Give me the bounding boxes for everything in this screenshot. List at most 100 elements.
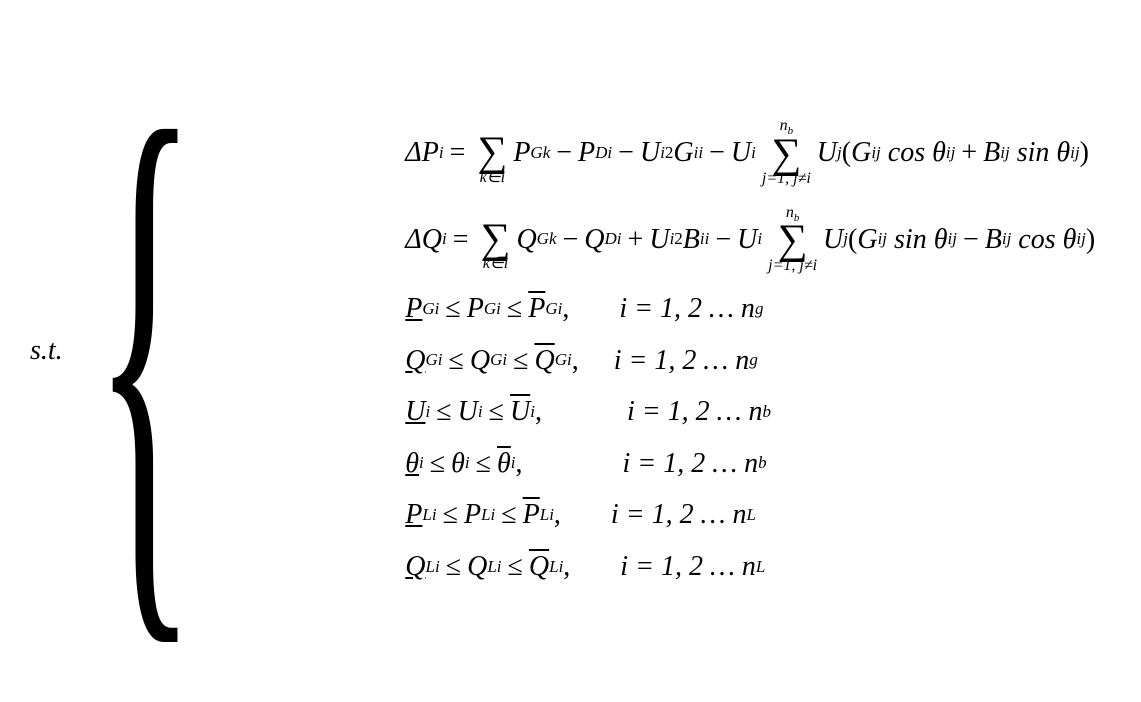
range: i = 1, 2 … n (623, 447, 759, 481)
leq: ≤ (436, 395, 451, 429)
sub: Li (540, 505, 554, 525)
sum-block-2: nb ∑ j=1, j≠i (768, 205, 817, 274)
minus: − (563, 223, 579, 257)
theta: θ (1056, 136, 1070, 170)
var-g: G (851, 136, 871, 170)
equals: = (450, 136, 466, 170)
sub: i (465, 453, 470, 473)
sub: L (747, 505, 756, 525)
sigma: ∑ (480, 223, 510, 257)
lower-bound: Q (405, 344, 425, 378)
sub: i (419, 453, 424, 473)
sub: Gi (426, 350, 443, 370)
sub-di: Di (595, 143, 612, 163)
sub: Li (426, 557, 440, 577)
plus: + (961, 136, 977, 170)
equation-container: s.t. { ΔPi = ∑ k∈i PGk − PDi − Ui2 Gii −… (30, 20, 1111, 682)
upper-bound: Q (535, 344, 555, 378)
upper-bound: U (510, 395, 530, 429)
sub-i: i (757, 229, 762, 249)
minus: − (556, 136, 572, 170)
lparen: ( (842, 136, 851, 170)
range: i = 1, 2 … n (627, 395, 763, 429)
sub-di: Di (605, 229, 622, 249)
equation-delta-p: ΔPi = ∑ k∈i PGk − PDi − Ui2 Gii − Ui nb … (405, 118, 1095, 187)
sub: i (426, 402, 431, 422)
leq: ≤ (508, 550, 523, 584)
sub: Gi (555, 350, 572, 370)
comma: , (535, 395, 542, 429)
lower-bound: P (405, 292, 422, 326)
constraint-u-i: Ui ≤ Ui ≤ Ui , i = 1, 2 … nb (405, 395, 1095, 429)
var-q: Q (422, 223, 442, 257)
comma: , (572, 344, 579, 378)
leq: ≤ (507, 292, 522, 326)
rparen: ) (1080, 136, 1089, 170)
sub-ij: ij (1002, 229, 1011, 249)
leq: ≤ (476, 447, 491, 481)
leq: ≤ (449, 344, 464, 378)
sub-ij: ij (946, 143, 955, 163)
equation-delta-q: ΔQi = ∑ k∈i QGk − QDi + Ui2 Bii − Ui nb … (405, 205, 1095, 274)
comma: , (562, 292, 569, 326)
leq: ≤ (501, 498, 516, 532)
var: P (467, 292, 484, 326)
var: P (464, 498, 481, 532)
var-q: Q (516, 223, 536, 257)
var: Q (467, 550, 487, 584)
sum-bottom: k∈i (480, 170, 505, 186)
sigma: ∑ (771, 138, 801, 172)
leq: ≤ (430, 447, 445, 481)
theta: θ (1063, 223, 1077, 257)
sin: sin (1017, 136, 1050, 170)
var-q: Q (584, 223, 604, 257)
minus: − (709, 136, 725, 170)
constraint-theta-i: θi ≤ θi ≤ θi , i = 1, 2 … nb (405, 447, 1095, 481)
sub: Gi (490, 350, 507, 370)
var-u: U (817, 136, 837, 170)
var-u: U (649, 223, 669, 257)
sigma: ∑ (477, 136, 507, 170)
lparen: ( (848, 223, 857, 257)
sub: Gi (422, 299, 439, 319)
subject-to-label: s.t. (30, 335, 63, 367)
var-u: U (640, 136, 660, 170)
upper-bound: Q (529, 550, 549, 584)
sub-ij: ij (878, 229, 887, 249)
var-u: U (737, 223, 757, 257)
sub-gk: Gk (530, 143, 550, 163)
leq: ≤ (445, 292, 460, 326)
sub: L (756, 557, 765, 577)
var-g: G (857, 223, 877, 257)
sum-block-2: nb ∑ j=1, j≠i (762, 118, 811, 187)
sub-ij: ij (1000, 143, 1009, 163)
constraint-q-gi: QGi ≤ QGi ≤ QGi , i = 1, 2 … ng (405, 344, 1095, 378)
sub-ij: ij (1070, 143, 1079, 163)
range: i = 1, 2 … n (620, 550, 756, 584)
sum-bottom: j=1, j≠i (768, 258, 817, 274)
sub: Li (481, 505, 495, 525)
lower-bound: Q (405, 550, 425, 584)
theta: θ (934, 223, 948, 257)
constraint-p-gi: PGi ≤ PGi ≤ PGi , i = 1, 2 … ng (405, 292, 1095, 326)
minus: − (963, 223, 979, 257)
comma: , (516, 447, 523, 481)
comma: , (554, 498, 561, 532)
var-b: B (683, 223, 700, 257)
sub: Li (487, 557, 501, 577)
upper-bound: θ (497, 447, 511, 481)
sub-gk: Gk (537, 229, 557, 249)
sub: Li (549, 557, 563, 577)
sub: i (478, 402, 483, 422)
lower-bound: U (405, 395, 425, 429)
var-p: P (422, 136, 439, 170)
sub-ij: ij (947, 229, 956, 249)
lower-bound: θ (405, 447, 419, 481)
sub: g (755, 299, 764, 319)
left-brace: { (93, 57, 197, 646)
var-b: B (985, 223, 1002, 257)
equations-block: ΔPi = ∑ k∈i PGk − PDi − Ui2 Gii − Ui nb … (405, 118, 1095, 583)
var: θ (451, 447, 465, 481)
cos: cos (1018, 223, 1055, 257)
var-u: U (823, 223, 843, 257)
